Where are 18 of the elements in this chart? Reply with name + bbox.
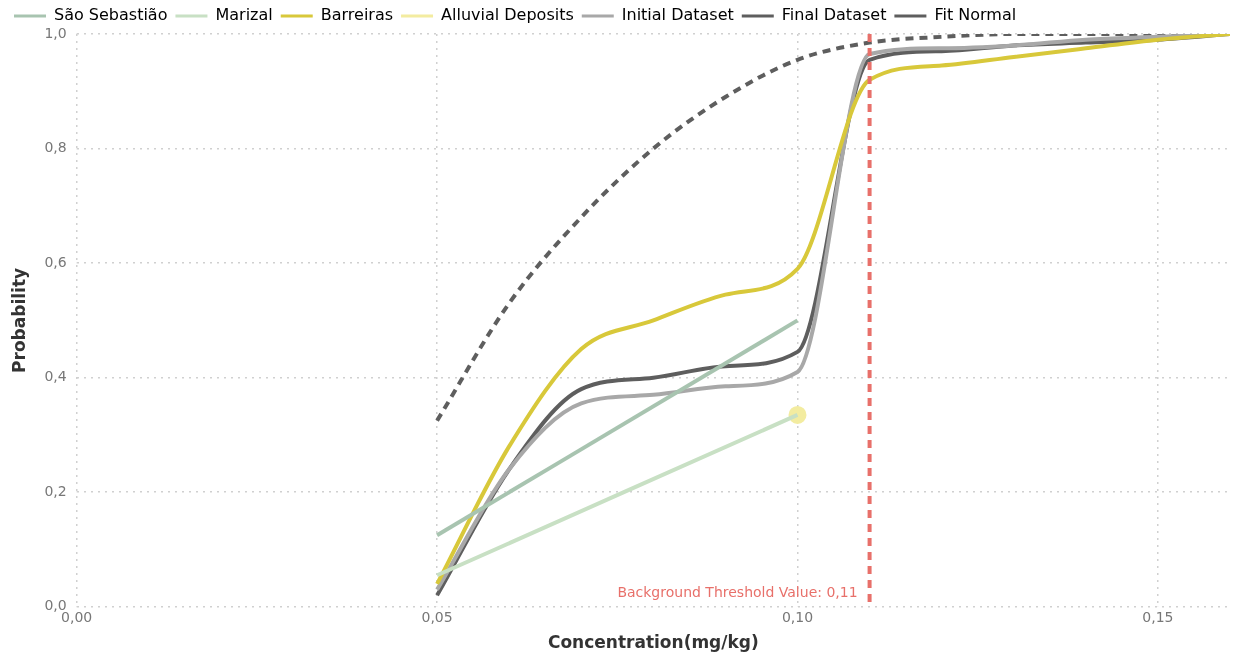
legend-label: Marizal [215,5,273,25]
y-tick-label: 0,2 [44,482,67,499]
x-axis-title: Concentration(mg/kg) [547,632,759,653]
y-axis-title: Probability [8,267,29,373]
x-tick-label: 0,10 [781,608,814,625]
y-tick-label: 0,4 [44,368,67,385]
y-tick-label: 1,0 [44,24,67,41]
legend-label: Final Dataset [781,5,887,25]
legend-label: Initial Dataset [621,5,734,25]
x-tick-label: 0,05 [421,608,453,625]
legend-label: São Sebastião [54,5,168,25]
legend-label: Alluvial Deposits [441,5,574,25]
legend-label: Barreiras [320,5,394,25]
x-tick-label: 0,15 [1142,608,1174,625]
legend-label: Fit Normal [934,5,1017,25]
y-tick-label: 0,6 [44,253,67,270]
ref-line-label: Background Threshold Value: 0,11 [617,584,858,601]
y-tick-label: 0,8 [44,139,67,156]
